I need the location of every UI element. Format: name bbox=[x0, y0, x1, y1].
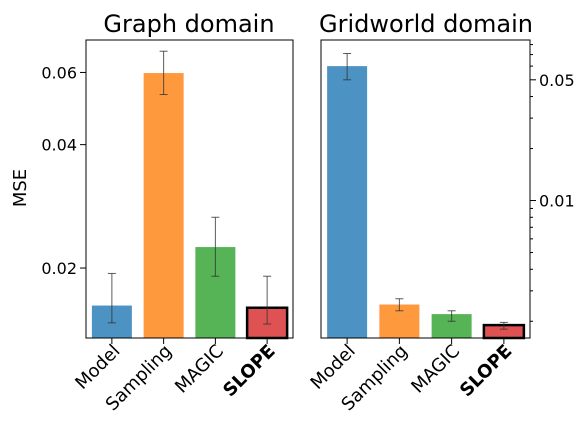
graph-domain-plot-frame bbox=[85, 39, 294, 339]
graph-domain-y-tick-label: 0.06 bbox=[41, 63, 77, 82]
gridworld-domain-error-bars bbox=[343, 53, 508, 330]
graph-domain-y-tick-label: 0.02 bbox=[41, 259, 77, 278]
graph-domain-ylabel: MSE bbox=[10, 169, 31, 207]
gridworld-domain-panel: Gridworld domain 0.01 0.05 ModelSamplingM… bbox=[307, 10, 575, 415]
graph-domain-error-bars bbox=[107, 50, 272, 325]
gridworld-domain-bar-magic bbox=[431, 314, 472, 338]
gridworld-domain-y-ticks: 0.01 0.05 bbox=[530, 44, 575, 322]
gridworld-domain-bar-model bbox=[327, 66, 368, 339]
graph-domain-x-label-magic: MAGIC bbox=[171, 341, 228, 398]
gridworld-domain-bars bbox=[327, 66, 526, 340]
graph-domain-y-tick-label: 0.04 bbox=[41, 136, 77, 155]
gridworld-domain-y-tick-label: 0.05 bbox=[539, 71, 575, 90]
graph-domain-y-ticks: 0.02 0.04 0.06 bbox=[41, 63, 86, 278]
graph-domain-x-label-slope: SLOPE bbox=[219, 341, 280, 402]
gridworld-domain-y-tick-label: 0.01 bbox=[539, 192, 575, 211]
gridworld-domain-x-label-slope: SLOPE bbox=[456, 341, 517, 402]
gridworld-domain-plot-frame bbox=[320, 39, 531, 339]
gridworld-domain-title: Gridworld domain bbox=[319, 10, 533, 38]
graph-domain-bars bbox=[91, 73, 289, 340]
graph-domain-bar-sampling bbox=[143, 73, 184, 338]
gridworld-domain-x-label-magic: MAGIC bbox=[407, 341, 464, 398]
graph-domain-panel: Graph domain MSE 0.02 0.04 0.06 ModelSampl… bbox=[10, 10, 294, 415]
graph-domain-title: Graph domain bbox=[103, 10, 274, 38]
